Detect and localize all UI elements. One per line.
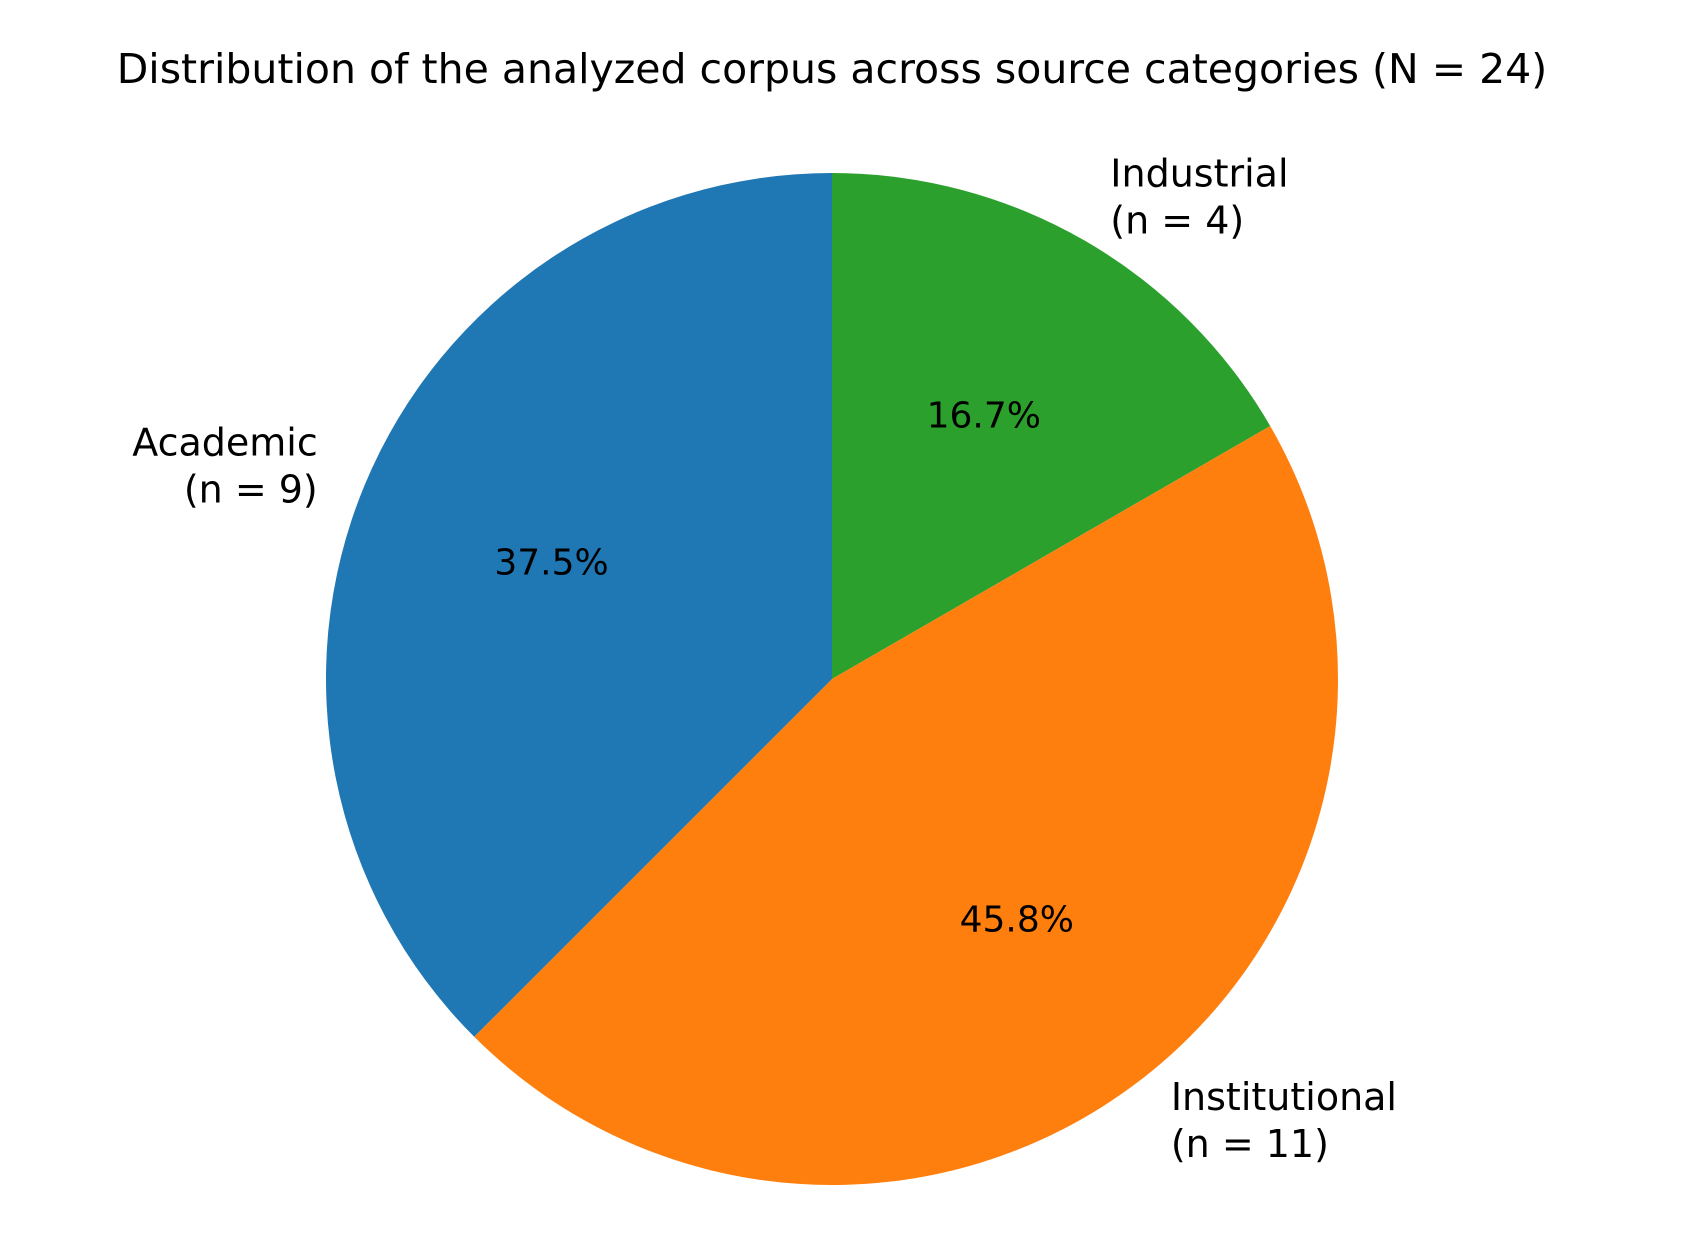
category-label-institutional: Institutional (n = 11) (1171, 1075, 1397, 1166)
pie-slices (325, 173, 1338, 1185)
category-label-industrial: Industrial (n = 4) (1110, 151, 1288, 242)
category-count-industrial: (n = 4) (1110, 198, 1244, 242)
category-count-academic: (n = 9) (184, 467, 318, 511)
category-name-institutional: Institutional (1171, 1075, 1397, 1119)
category-count-institutional: (n = 11) (1171, 1122, 1329, 1166)
pie-slice-academic (325, 173, 832, 1037)
pie-labels: 16.7% Industrial (n = 4) 45.8% Institutional… (132, 151, 1397, 1166)
pie-slice-institutional (474, 426, 1338, 1185)
category-name-industrial: Industrial (1110, 151, 1288, 195)
category-name-academic: Academic (132, 420, 317, 464)
chart-title: Distribution of the analyzed corpus acro… (117, 45, 1548, 93)
pct-label-academic: 37.5% (494, 542, 608, 583)
pie-slice-industrial (832, 173, 1271, 679)
category-label-academic: Academic (n = 9) (132, 420, 317, 511)
pct-label-industrial: 16.7% (927, 396, 1041, 437)
pct-label-institutional: 45.8% (960, 899, 1074, 940)
